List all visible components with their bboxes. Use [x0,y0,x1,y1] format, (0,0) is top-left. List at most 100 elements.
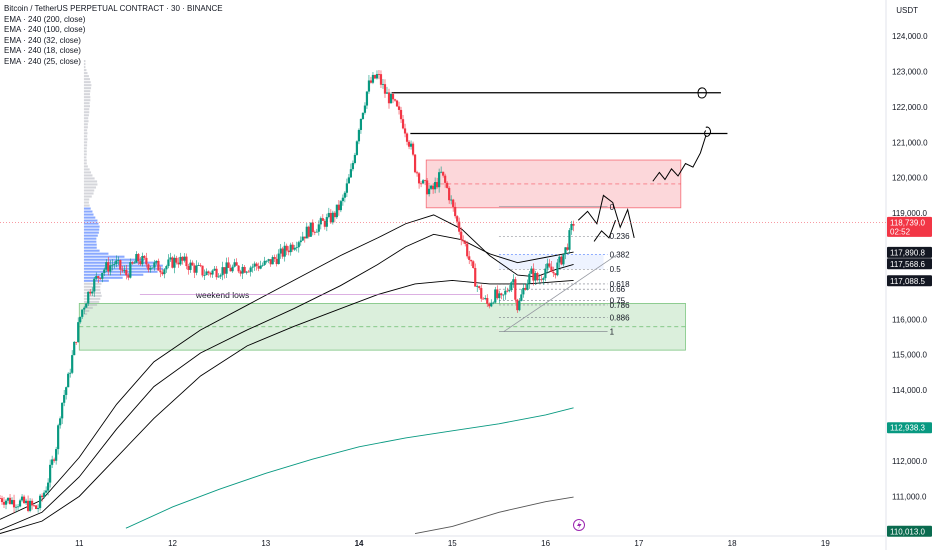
candle-body [341,197,344,202]
candle-body [187,266,190,270]
volume-profile-bar [83,159,87,162]
candle-body [291,244,294,250]
candle-body [514,279,517,300]
candle-body [432,185,435,190]
candle-body [448,187,451,201]
candle-body [83,307,86,310]
chart-title: Bitcoin / TetherUS PERPETUAL CONTRACT · … [4,4,223,13]
candle-body [49,464,52,483]
candle-body [105,262,108,270]
candle-body [231,266,234,272]
candle-body [331,212,334,223]
volume-profile-bar [83,72,88,75]
candle-body [119,260,122,270]
candle-body [510,282,513,291]
volume-profile-bar [83,123,88,126]
volume-profile-bar [83,306,93,309]
price-badge-label: 110,013.0 [890,527,926,536]
candle-body [26,500,30,511]
candle-body [492,302,495,304]
candle-body [87,291,90,304]
y-tick-label: 112,000.0 [892,457,928,466]
candle-body [161,272,164,275]
candle-body [560,256,563,265]
candle-body [440,171,443,173]
candle-body [407,141,411,147]
candle-body [103,269,106,273]
volume-profile-bar [83,279,109,282]
candle-body [209,272,212,275]
candle-body [343,192,346,198]
candle-body [183,256,186,261]
volume-profile-bar [83,246,97,249]
candle-body [235,262,238,266]
y-tick-label: 121,000.0 [892,138,928,147]
candle-body [167,259,170,267]
candle-body [434,182,437,190]
candle-body [444,175,447,183]
candle-body [281,248,284,257]
candle-body [123,269,126,271]
volume-profile-bar [83,66,86,69]
y-tick-label: 122,000.0 [892,103,928,112]
candle-body [500,293,503,296]
candle-body [518,300,521,311]
candle-body [43,492,46,497]
volume-profile-bar [83,207,91,210]
indicator-ema-3: EMA · 240 (32, close) [4,35,81,45]
candle-body [191,262,194,266]
indicator-ema-1: EMA · 240 (200, close) [4,14,86,24]
candle-body [421,180,425,184]
candle-body [349,169,353,178]
candle-body [353,154,357,164]
candle-body [271,257,274,265]
x-tick-label: 13 [261,539,270,548]
candle-body [129,262,132,278]
candle-body [512,279,515,283]
candle-body [65,387,68,395]
candle-body [131,262,134,264]
volume-profile-bar [83,309,90,312]
price-badge-label: 118,739.0 [890,218,926,227]
candle-body [311,222,314,232]
candle-body [315,231,318,233]
candle-body [423,180,427,182]
candle-body [125,269,128,276]
volume-profile-bar [83,96,91,99]
candle-body [189,262,192,270]
candle-body [522,287,525,295]
volume-profile-bar [83,213,94,216]
volume-profile-bar [83,81,91,84]
candle-body [327,212,330,218]
candle-body [14,506,18,508]
candle-body [520,294,523,301]
candle-body [428,188,431,195]
candle-body [530,268,533,274]
volume-profile-bar [83,189,95,192]
x-tick-label: 14 [355,539,364,548]
candle-body [502,294,505,296]
candle-body [39,495,42,508]
y-tick-label: 119,000.0 [892,209,928,218]
candle-body [542,278,545,280]
candle-body [30,500,34,506]
candle-body [217,276,220,278]
candle-body [173,257,176,268]
candle-body [127,275,130,278]
volume-profile-bar [83,192,94,195]
candle-body [335,204,338,218]
volume-profile-bar [83,180,98,183]
candle-body [145,257,148,265]
candle-body [8,497,12,504]
volume-profile-bar [83,270,158,273]
indicator-ema-5: EMA · 240 (25, close) [4,56,81,66]
y-tick-label: 120,000.0 [892,174,928,183]
candle-body [534,273,537,281]
candle-body [339,201,342,211]
candle-body [249,267,252,272]
price-badge [887,422,932,434]
candle-body [247,271,250,273]
volume-profile-bar [83,249,100,252]
candle-body [61,402,64,419]
